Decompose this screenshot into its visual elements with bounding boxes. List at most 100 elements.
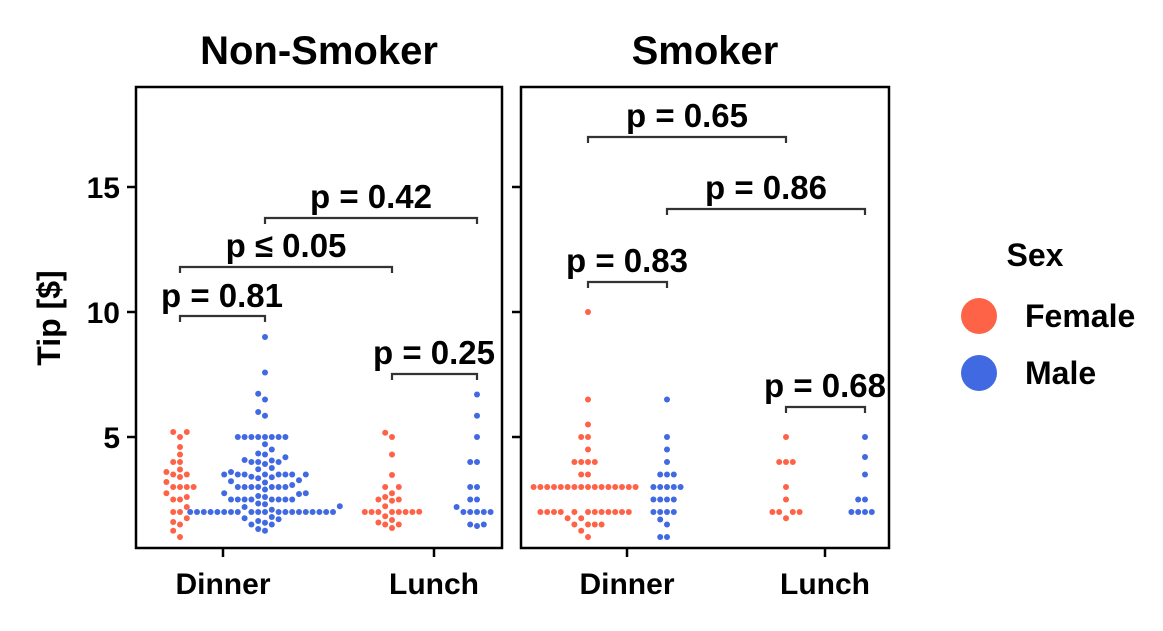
data-point-female [578, 434, 585, 440]
data-point-female [389, 509, 395, 515]
data-point-female [177, 521, 183, 528]
data-point-male [657, 509, 664, 515]
data-point-male [664, 471, 670, 478]
data-point-male [289, 509, 296, 515]
data-point-female [177, 496, 183, 503]
data-point-female [578, 527, 585, 534]
data-point-female [605, 484, 612, 490]
data-point-female [585, 471, 591, 478]
data-point-female [585, 521, 591, 528]
data-point-female [591, 509, 598, 515]
data-point-female [769, 509, 776, 515]
data-point-female [177, 484, 183, 490]
data-point-female [776, 509, 783, 515]
data-point-female [177, 474, 183, 480]
data-point-male [282, 484, 289, 490]
bracket-p-0.86 [665, 207, 867, 215]
data-point-female [571, 459, 578, 465]
swarm-points-smoker [530, 309, 875, 540]
data-point-female [585, 484, 591, 490]
data-point-male [194, 509, 200, 515]
data-point-female [619, 509, 625, 515]
data-point-male [262, 471, 268, 478]
data-point-female [183, 515, 190, 522]
data-point-male [262, 334, 268, 340]
data-point-female [361, 509, 368, 515]
legend-label-female: Female [1025, 298, 1135, 334]
data-point-male [255, 526, 262, 532]
data-point-female [389, 490, 395, 497]
legend: Sex Female Male [961, 237, 1135, 391]
data-point-male [241, 471, 248, 478]
data-point-female [789, 509, 796, 515]
data-point-female [625, 509, 632, 515]
data-point-male [670, 484, 677, 490]
data-point-male [207, 509, 214, 515]
data-point-male [664, 459, 670, 465]
swarm-points-non-smoker [163, 334, 494, 540]
data-point-female [395, 496, 402, 503]
data-point-female [177, 434, 183, 440]
data-point-female [170, 471, 177, 478]
data-point-male [228, 478, 234, 485]
data-point-male [255, 475, 262, 482]
data-point-male [474, 509, 480, 515]
data-point-female [416, 508, 423, 515]
data-point-female [789, 459, 796, 465]
data-point-female [605, 509, 612, 515]
data-point-male [275, 496, 282, 503]
data-point-male [268, 484, 275, 490]
data-point-male [330, 509, 336, 515]
data-point-female [557, 484, 564, 490]
data-point-male [289, 482, 296, 488]
data-point-male [262, 451, 268, 458]
data-point-female [598, 509, 605, 515]
data-point-female [578, 515, 585, 522]
data-point-male [302, 471, 309, 478]
data-point-male [248, 484, 255, 490]
data-point-male [868, 509, 875, 515]
data-point-male [275, 471, 282, 478]
data-point-male [664, 521, 670, 528]
bracket-p-0.65 [586, 135, 788, 143]
data-point-male [302, 509, 309, 515]
data-point-female [382, 503, 389, 510]
data-point-male [296, 491, 302, 497]
data-point-male [255, 450, 262, 457]
data-point-female [163, 490, 170, 497]
p-value-0.42: p = 0.42 [310, 178, 432, 215]
data-point-male [862, 496, 868, 503]
data-point-male [664, 434, 670, 440]
data-point-male [664, 509, 670, 515]
data-point-female [783, 515, 789, 522]
data-point-male [282, 471, 289, 478]
data-point-male [664, 484, 670, 490]
p-value-0.83: p = 0.83 [566, 242, 688, 279]
data-point-male [214, 509, 221, 515]
data-point-female [395, 521, 402, 528]
data-point-female [585, 309, 591, 315]
bracket-p-0.42 [263, 216, 479, 224]
p-value-0.25: p = 0.25 [373, 334, 495, 371]
data-point-female [177, 534, 183, 540]
data-point-male [241, 515, 248, 522]
data-point-male [255, 434, 262, 440]
data-point-male [255, 484, 262, 490]
data-point-male [862, 434, 868, 440]
data-point-male [268, 506, 275, 513]
p-value-0.65: p = 0.65 [626, 97, 748, 134]
data-point-male [323, 509, 330, 515]
bracket-p-le-0.05 [178, 265, 394, 273]
data-point-female [382, 513, 389, 520]
data-point-male [234, 434, 241, 440]
data-point-female [537, 484, 544, 490]
data-point-male [467, 459, 474, 465]
data-point-male [234, 484, 241, 490]
data-point-male [282, 496, 289, 503]
data-point-male [336, 503, 343, 510]
data-point-male [268, 521, 275, 528]
legend-marker-female [961, 298, 997, 334]
data-point-male [862, 471, 868, 478]
data-point-male [228, 509, 234, 515]
data-point-female [375, 496, 382, 503]
